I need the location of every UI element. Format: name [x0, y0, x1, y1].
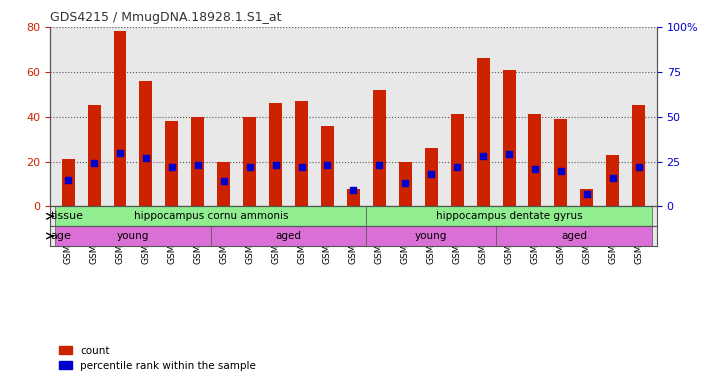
- Bar: [451, 114, 463, 207]
- Bar: [632, 106, 645, 207]
- Bar: [399, 162, 412, 207]
- Bar: [580, 189, 593, 207]
- Point: [478, 153, 489, 159]
- FancyBboxPatch shape: [366, 207, 652, 226]
- Bar: [347, 189, 360, 207]
- Point: [633, 164, 645, 170]
- Bar: [243, 117, 256, 207]
- Point: [426, 171, 437, 177]
- FancyBboxPatch shape: [366, 226, 496, 246]
- Point: [373, 162, 385, 168]
- Bar: [321, 126, 334, 207]
- Bar: [166, 121, 178, 207]
- Bar: [477, 58, 490, 207]
- Bar: [425, 148, 438, 207]
- Bar: [269, 103, 282, 207]
- Text: aged: aged: [561, 231, 587, 241]
- Point: [140, 155, 151, 161]
- Point: [89, 160, 100, 166]
- Bar: [139, 81, 152, 207]
- Point: [166, 164, 178, 170]
- Bar: [528, 114, 541, 207]
- Bar: [555, 119, 568, 207]
- Text: young: young: [117, 231, 149, 241]
- Legend: count, percentile rank within the sample: count, percentile rank within the sample: [55, 341, 260, 375]
- Text: aged: aged: [276, 231, 301, 241]
- Point: [244, 164, 256, 170]
- FancyBboxPatch shape: [55, 207, 366, 226]
- Point: [296, 164, 307, 170]
- Point: [348, 187, 359, 194]
- Text: hippocampus cornu ammonis: hippocampus cornu ammonis: [134, 211, 288, 221]
- Point: [529, 166, 540, 172]
- Point: [270, 162, 281, 168]
- Point: [400, 180, 411, 186]
- Point: [503, 151, 515, 157]
- Point: [555, 167, 567, 174]
- Text: GDS4215 / MmugDNA.18928.1.S1_at: GDS4215 / MmugDNA.18928.1.S1_at: [50, 11, 281, 24]
- Bar: [373, 90, 386, 207]
- Text: tissue: tissue: [51, 211, 84, 221]
- Bar: [88, 106, 101, 207]
- Text: hippocampus dentate gyrus: hippocampus dentate gyrus: [436, 211, 583, 221]
- Point: [581, 191, 593, 197]
- Point: [322, 162, 333, 168]
- Bar: [295, 101, 308, 207]
- Bar: [503, 70, 516, 207]
- Point: [62, 177, 74, 183]
- Bar: [606, 155, 619, 207]
- FancyBboxPatch shape: [211, 226, 366, 246]
- Bar: [217, 162, 230, 207]
- Text: young: young: [415, 231, 448, 241]
- Bar: [114, 31, 126, 207]
- FancyBboxPatch shape: [496, 226, 652, 246]
- Point: [607, 175, 618, 181]
- FancyBboxPatch shape: [55, 226, 211, 246]
- Point: [192, 162, 203, 168]
- Point: [114, 149, 126, 156]
- Bar: [191, 117, 204, 207]
- Text: age: age: [51, 231, 71, 241]
- Point: [451, 164, 463, 170]
- Bar: [61, 159, 75, 207]
- Point: [218, 178, 229, 184]
